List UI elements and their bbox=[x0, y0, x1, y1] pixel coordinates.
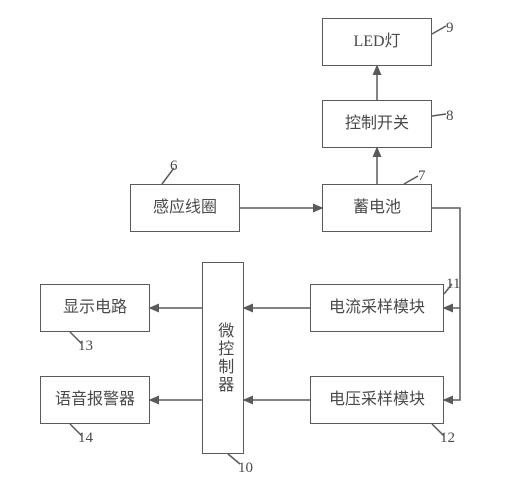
node-volt-label: 电压采样模块 bbox=[329, 391, 425, 409]
node-disp: 显示电路 bbox=[40, 284, 150, 332]
num-label-alarm: 14 bbox=[78, 430, 93, 447]
node-led-label: LED灯 bbox=[353, 33, 400, 51]
node-disp-label: 显示电路 bbox=[63, 299, 127, 317]
node-mcu-label: 微控制器 bbox=[214, 322, 232, 394]
node-battery: 蓄电池 bbox=[322, 184, 432, 232]
node-alarm: 语音报警器 bbox=[40, 376, 150, 424]
node-curr: 电流采样模块 bbox=[310, 284, 444, 332]
num-label-disp: 13 bbox=[78, 338, 93, 355]
node-curr-label: 电流采样模块 bbox=[329, 299, 425, 317]
node-volt: 电压采样模块 bbox=[310, 376, 444, 424]
num-label-coil: 6 bbox=[170, 158, 178, 175]
node-battery-label: 蓄电池 bbox=[353, 199, 401, 217]
node-alarm-label: 语音报警器 bbox=[55, 391, 135, 409]
num-label-led: 9 bbox=[446, 20, 454, 37]
num-label-battery: 7 bbox=[418, 168, 426, 185]
node-switch: 控制开关 bbox=[322, 100, 432, 148]
node-switch-label: 控制开关 bbox=[345, 115, 409, 133]
node-coil-label: 感应线圈 bbox=[153, 199, 217, 217]
node-led: LED灯 bbox=[322, 18, 432, 66]
num-label-switch: 8 bbox=[446, 108, 454, 125]
num-label-curr: 11 bbox=[446, 276, 460, 293]
num-label-mcu: 10 bbox=[238, 460, 253, 477]
node-mcu: 微控制器 bbox=[202, 262, 244, 454]
node-coil: 感应线圈 bbox=[130, 184, 240, 232]
num-label-volt: 12 bbox=[440, 430, 455, 447]
connections-layer bbox=[0, 0, 512, 502]
